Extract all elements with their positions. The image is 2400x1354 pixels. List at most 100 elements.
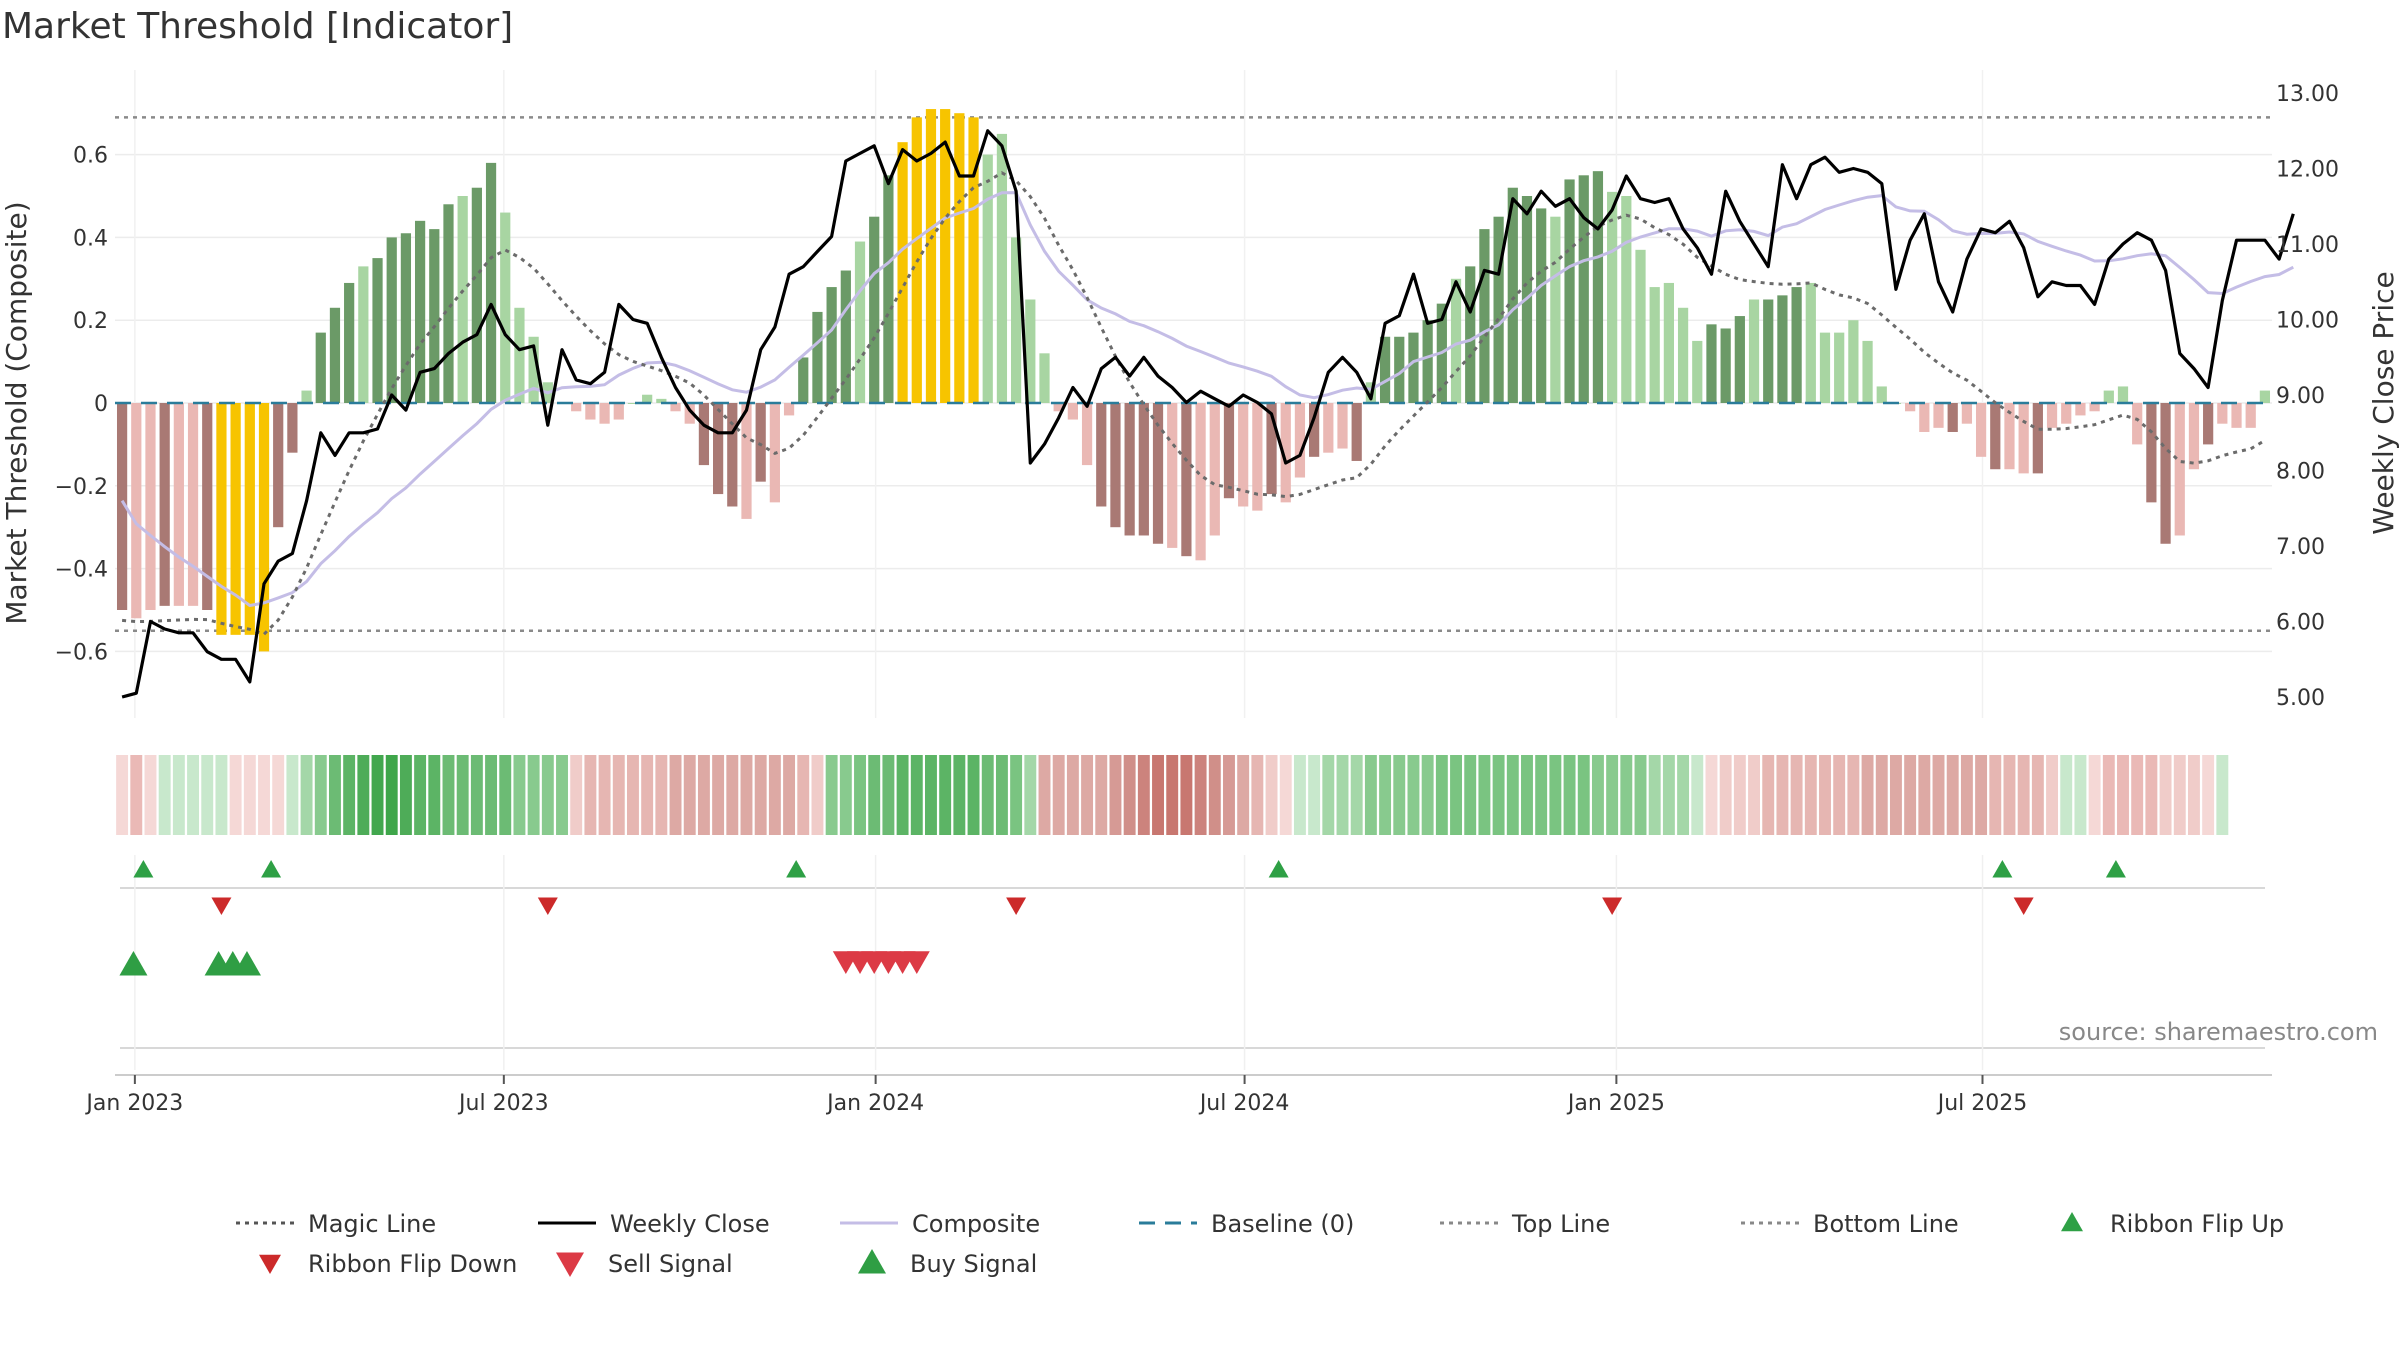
legend-item: Buy Signal	[858, 1249, 1037, 1278]
magic-line	[121, 171, 2266, 636]
ribbon-cell	[2046, 755, 2059, 835]
ribbon-cell	[215, 755, 228, 835]
ribbon-cell	[2017, 755, 2030, 835]
ribbon-cell	[485, 755, 498, 835]
composite-bar	[1479, 229, 1490, 403]
ribbon-cell	[2102, 755, 2115, 835]
weekly-close-line	[121, 129, 2295, 699]
ribbon-cell	[1889, 755, 1902, 835]
ribbon-cell	[1350, 755, 1363, 835]
ribbon-cell	[825, 755, 838, 835]
ribbon-cell	[839, 755, 852, 835]
composite-bar	[940, 109, 951, 403]
right-tick-label: 8.00	[2276, 460, 2325, 485]
composite-bar	[287, 403, 298, 453]
ribbon-cell	[2187, 755, 2200, 835]
ribbon-cell	[1109, 755, 1122, 835]
composite-bar	[897, 142, 908, 403]
x-tick-label: Jan 2025	[1566, 1091, 1665, 1116]
composite-bar	[372, 258, 383, 403]
ribbon-cell	[1322, 755, 1335, 835]
ribbon-cell	[2088, 755, 2101, 835]
composite-bar	[2103, 390, 2114, 403]
ribbon-cell	[953, 755, 966, 835]
legend-label: Ribbon Flip Down	[308, 1250, 517, 1278]
right-tick-label: 6.00	[2276, 611, 2325, 636]
composite-bar	[1223, 403, 1235, 499]
ribbon-cell	[258, 755, 270, 835]
ribbon-cell	[456, 755, 469, 835]
composite-bar	[1152, 403, 1164, 544]
ribbon-cell	[1634, 755, 1647, 835]
composite-bar	[1167, 403, 1178, 548]
ribbon-cell	[925, 755, 937, 835]
x-tick-label: Jul 2025	[1936, 1091, 2028, 1116]
ribbon-cell	[1960, 755, 1973, 835]
left-tick-label: 0.2	[73, 309, 108, 334]
ribbon-cell	[967, 755, 980, 835]
ribbon-cell	[1535, 755, 1548, 835]
composite-bar	[2075, 403, 2086, 416]
ribbon-cell	[896, 755, 909, 835]
ribbon-cell	[1166, 755, 1179, 835]
ribbon-flip-up-marker	[2105, 860, 2126, 878]
composite-bar	[798, 357, 809, 403]
buy-signal-marker	[232, 951, 261, 976]
composite-bar	[642, 394, 653, 403]
composite-bar	[1465, 266, 1476, 403]
composite-bar	[2174, 403, 2185, 536]
composite-bar	[1309, 403, 1320, 457]
composite-bar	[1905, 403, 1916, 412]
right-tick-label: 11.00	[2276, 233, 2339, 258]
ribbon-cell	[541, 755, 554, 835]
composite-bar	[1919, 403, 1930, 432]
legend-swatch	[259, 1254, 281, 1274]
ribbon-cell	[187, 755, 200, 835]
composite-bar	[2061, 403, 2072, 424]
ribbon-cell	[1393, 755, 1406, 835]
ribbon-cell	[981, 755, 994, 835]
ribbon-cell	[527, 755, 540, 835]
composite-bar	[1379, 336, 1391, 403]
composite-bar	[585, 403, 596, 420]
ribbon-cell	[2031, 755, 2044, 835]
ribbon-cell	[1748, 755, 1760, 835]
right-tick-label: 12.00	[2276, 158, 2339, 183]
composite-bar	[1550, 216, 1561, 403]
composite-bar	[1649, 287, 1660, 403]
composite-bar	[599, 403, 610, 424]
composite-bar	[1195, 403, 1206, 561]
composite-bar	[1621, 196, 1632, 403]
ribbon-cell	[683, 755, 696, 835]
composite-bar	[258, 403, 270, 652]
composite-bar	[429, 229, 440, 403]
composite-bar	[485, 162, 497, 403]
x-tick-label: Jul 2023	[457, 1091, 549, 1116]
composite-bar	[1805, 282, 1816, 403]
composite-bar	[1507, 187, 1518, 403]
ribbon-cell	[399, 755, 412, 835]
composite-bar	[1422, 320, 1433, 403]
ribbon-cell	[1450, 755, 1462, 835]
right-tick-label: 9.00	[2276, 384, 2325, 409]
composite-bar	[982, 154, 993, 403]
ribbon-cell	[1265, 755, 1278, 835]
composite-bar	[1961, 403, 1973, 424]
composite-bar	[500, 212, 511, 403]
legend-label: Ribbon Flip Up	[2110, 1210, 2284, 1238]
ribbon-cell	[1563, 755, 1576, 835]
ribbon-cell	[1308, 755, 1321, 835]
ribbon-cell	[1662, 755, 1675, 835]
left-tick-label: 0	[94, 392, 108, 417]
legend-label: Buy Signal	[910, 1250, 1037, 1278]
left-tick-label: 0.4	[73, 226, 108, 251]
composite-bar	[613, 403, 624, 420]
ribbon-cell	[328, 755, 341, 835]
ribbon-cell	[1549, 755, 1562, 835]
source-credit: source: sharemaestro.com	[2059, 1018, 2378, 1046]
composite-bar	[1408, 332, 1419, 403]
composite-bar	[2231, 403, 2242, 428]
composite-bar	[1564, 179, 1575, 403]
composite-bar	[996, 133, 1008, 403]
